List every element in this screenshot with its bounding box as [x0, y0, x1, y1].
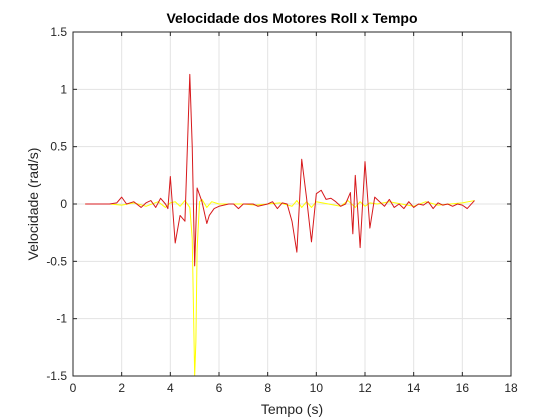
y-tick-label: -0.5: [46, 254, 67, 268]
y-tick-label: 1.5: [50, 25, 67, 39]
y-axis-ticks: -1.5 -1 -0.5 0 0.5 1 1.5: [46, 25, 511, 383]
x-tick-label: 4: [167, 381, 174, 395]
x-tick-label: 18: [504, 381, 518, 395]
x-tick-label: 0: [70, 381, 77, 395]
x-tick-label: 8: [264, 381, 271, 395]
y-tick-label: 1: [60, 82, 67, 96]
x-tick-label: 6: [216, 381, 223, 395]
x-axis-ticks: 0 2 4 6 8 10 12 14 16 18: [70, 32, 518, 395]
y-tick-label: -1.5: [46, 369, 67, 383]
x-axis-label: Tempo (s): [261, 401, 323, 417]
series-line-1: [85, 73, 475, 267]
y-axis-label: Velocidade (rad/s): [25, 148, 41, 261]
x-tick-label: 14: [407, 381, 421, 395]
chart-title: Velocidade dos Motores Roll x Tempo: [166, 10, 417, 26]
x-tick-label: 12: [358, 381, 372, 395]
x-tick-label: 16: [456, 381, 470, 395]
y-tick-label: -1: [56, 312, 67, 326]
x-tick-label: 10: [310, 381, 324, 395]
x-tick-label: 2: [118, 381, 125, 395]
y-tick-label: 0: [60, 197, 67, 211]
series-layer: [85, 73, 475, 377]
y-tick-label: 0.5: [50, 140, 67, 154]
